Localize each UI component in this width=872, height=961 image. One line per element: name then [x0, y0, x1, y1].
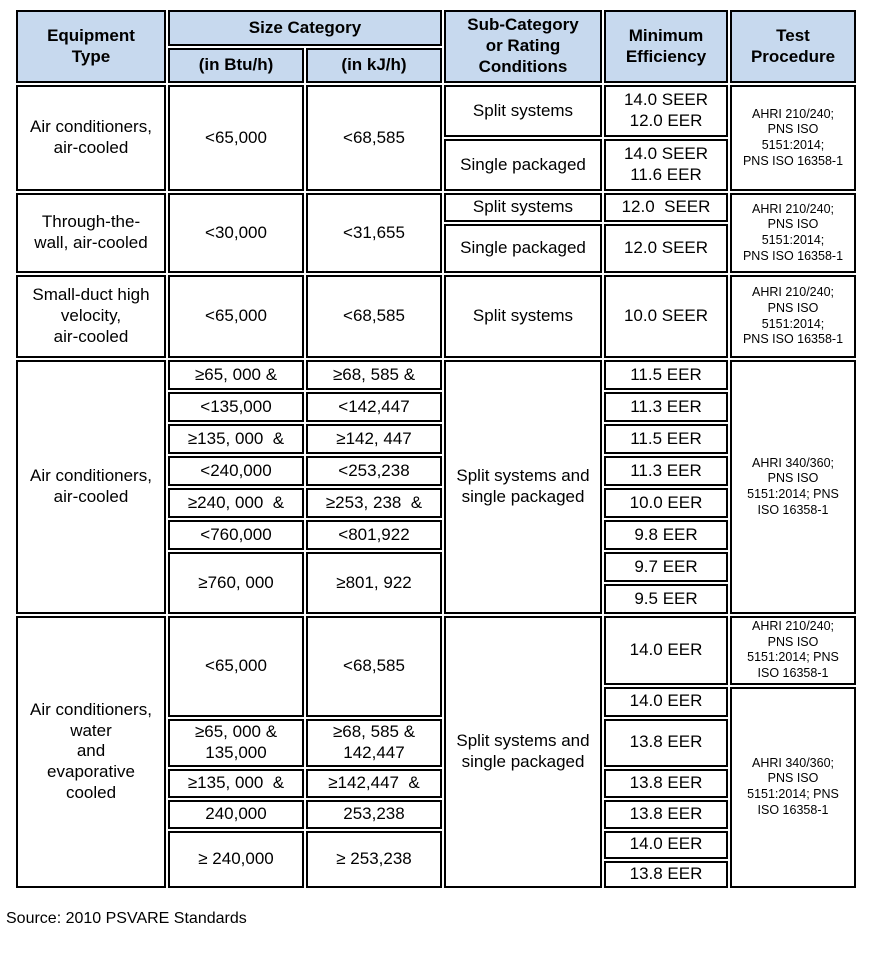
col-header-test-procedure: Test Procedure	[730, 10, 856, 83]
table-row: Air conditioners, air-cooled <65,000 <68…	[16, 85, 856, 191]
cell-size-kj: ≥142,447 &	[306, 768, 442, 798]
table-row: <135,000 <142,447 11.3 EER	[16, 392, 856, 422]
cell-size-btu: ≥135, 000 &	[168, 424, 304, 454]
cell-min-efficiency: 10.0 EER	[604, 488, 728, 518]
cell-min-efficiency: 9.8 EER	[604, 520, 728, 550]
cell-equipment-type: Air conditioners, water and evaporative …	[16, 616, 166, 888]
cell-min-efficiency: 14.0 EER	[604, 686, 728, 717]
table-row: ≥760, 000 ≥801, 922 9.7 EER	[16, 552, 856, 614]
cell-size-kj: ≥68, 585 &	[306, 360, 442, 390]
cell-test-procedure: AHRI 210/240; PNS ISO 5151:2014; PNS ISO…	[730, 193, 856, 273]
cell-size-btu: <760,000	[168, 520, 304, 550]
cell-min-efficiency: 9.7 EER	[604, 552, 728, 582]
table-row: Small-duct high velocity, air-cooled <65…	[16, 275, 856, 358]
cell-equipment-type: Small-duct high velocity, air-cooled	[16, 275, 166, 358]
col-header-btu: (in Btu/h)	[168, 48, 304, 83]
cell-size-kj: <801,922	[306, 520, 442, 550]
cell-equipment-type: Air conditioners, air-cooled	[16, 360, 166, 614]
table-row: 240,000 253,238 13.8 EER	[16, 799, 856, 829]
table-row: <240,000 <253,238 11.3 EER	[16, 456, 856, 486]
source-note: Source: 2010 PSVARE Standards	[6, 909, 247, 927]
cell-size-btu: <30,000	[168, 193, 304, 273]
cell-test-procedure: AHRI 340/360; PNS ISO 5151:2014; PNS ISO…	[730, 360, 856, 614]
table-row: 14.0 EER AHRI 340/360; PNS ISO 5151:2014…	[16, 686, 856, 888]
cell-size-kj: ≥801, 922	[306, 552, 442, 614]
cell-subcategory: Split systems and single packaged	[444, 616, 602, 888]
cell-equipment-type: Air conditioners, air-cooled	[16, 85, 166, 191]
efficiency-standards-table: Equipment Type Size Category Sub-Categor…	[14, 8, 858, 890]
cell-test-procedure: AHRI 210/240; PNS ISO 5151:2014; PNS ISO…	[730, 85, 856, 191]
cell-size-kj: ≥142, 447	[306, 424, 442, 454]
cell-equipment-type: Through-the- wall, air-cooled	[16, 193, 166, 273]
cell-test-procedure: AHRI 210/240; PNS ISO 5151:2014; PNS ISO…	[730, 275, 856, 358]
cell-subcategory: Single packaged	[444, 139, 602, 191]
table-header: Equipment Type Size Category Sub-Categor…	[16, 10, 856, 83]
cell-size-kj: 253,238	[306, 799, 442, 829]
table-row: ≥65, 000 & 135,000 ≥68, 585 & 142,447 13…	[16, 718, 856, 767]
cell-size-btu: <65,000	[168, 85, 304, 191]
cell-min-efficiency: 11.3 EER	[604, 392, 728, 422]
cell-min-efficiency: 9.5 EER	[604, 584, 728, 614]
table-row: ≥135, 000 & ≥142, 447 11.5 EER	[16, 424, 856, 454]
cell-size-btu: 240,000	[168, 799, 304, 829]
cell-size-kj: <68,585	[306, 616, 442, 717]
table-row: ≥ 240,000 ≥ 253,238 14.0 EER	[16, 830, 856, 888]
table-row: Through-the- wall, air-cooled <30,000 <3…	[16, 193, 856, 273]
table-row: <760,000 <801,922 9.8 EER	[16, 520, 856, 550]
cell-min-efficiency: 13.8 EER	[604, 799, 728, 829]
cell-subcategory: Split systems	[444, 193, 602, 222]
col-header-equipment-type: Equipment Type	[16, 10, 166, 83]
table-row: 9.5 EER	[16, 584, 856, 614]
table-row: 13.8 EER	[16, 860, 856, 888]
cell-min-efficiency: 13.8 EER	[604, 718, 728, 767]
cell-test-procedure: AHRI 210/240; PNS ISO 5151:2014; PNS ISO…	[730, 616, 856, 685]
cell-size-kj: <68,585	[306, 275, 442, 358]
cell-subcategory: Single packaged	[444, 224, 602, 273]
cell-size-btu: <135,000	[168, 392, 304, 422]
cell-size-kj: <68,585	[306, 85, 442, 191]
col-header-minimum-efficiency: Minimum Efficiency	[604, 10, 728, 83]
cell-size-kj: ≥ 253,238	[306, 830, 442, 888]
cell-size-btu: <65,000	[168, 616, 304, 717]
cell-size-btu: ≥ 240,000	[168, 830, 304, 888]
cell-size-btu: ≥65, 000 & 135,000	[168, 718, 304, 767]
cell-subcategory: Split systems	[444, 275, 602, 358]
cell-size-btu: ≥760, 000	[168, 552, 304, 614]
cell-size-btu: <240,000	[168, 456, 304, 486]
cell-min-efficiency: 11.5 EER	[604, 424, 728, 454]
cell-min-efficiency: 13.8 EER	[604, 768, 728, 798]
cell-size-btu: ≥240, 000 &	[168, 488, 304, 518]
table-row: Air conditioners, water and evaporative …	[16, 616, 856, 888]
cell-size-btu: ≥65, 000 &	[168, 360, 304, 390]
cell-min-efficiency: 13.8 EER	[604, 860, 728, 888]
cell-min-efficiency: 12.0 SEER	[604, 193, 728, 222]
table-row: Single packaged 12.0 SEER	[16, 224, 856, 273]
cell-min-efficiency: 14.0 SEER 11.6 EER	[604, 139, 728, 191]
cell-subcategory: Split systems and single packaged	[444, 360, 602, 614]
cell-size-kj: <31,655	[306, 193, 442, 273]
cell-min-efficiency: 12.0 SEER	[604, 224, 728, 273]
col-header-sub-category: Sub-Category or Rating Conditions	[444, 10, 602, 83]
cell-min-efficiency: 11.5 EER	[604, 360, 728, 390]
cell-size-kj: <253,238	[306, 456, 442, 486]
cell-size-kj: ≥68, 585 & 142,447	[306, 718, 442, 767]
cell-min-efficiency: 10.0 SEER	[604, 275, 728, 358]
cell-size-kj: ≥253, 238 &	[306, 488, 442, 518]
col-header-size-category: Size Category	[168, 10, 442, 46]
table-row: Single packaged 14.0 SEER 11.6 EER	[16, 139, 856, 191]
table-row: ≥240, 000 & ≥253, 238 & 10.0 EER	[16, 488, 856, 518]
cell-size-kj: <142,447	[306, 392, 442, 422]
cell-subcategory: Split systems	[444, 85, 602, 137]
cell-min-efficiency: 11.3 EER	[604, 456, 728, 486]
cell-min-efficiency: 14.0 EER	[604, 830, 728, 859]
table-row: Air conditioners, air-cooled ≥65, 000 & …	[16, 360, 856, 614]
table-row: ≥135, 000 & ≥142,447 & 13.8 EER	[16, 768, 856, 798]
cell-min-efficiency: 14.0 SEER 12.0 EER	[604, 85, 728, 137]
cell-size-btu: ≥135, 000 &	[168, 768, 304, 798]
cell-size-btu: <65,000	[168, 275, 304, 358]
cell-test-procedure: AHRI 340/360; PNS ISO 5151:2014; PNS ISO…	[730, 686, 856, 888]
cell-min-efficiency: 14.0 EER	[604, 616, 728, 685]
col-header-kj: (in kJ/h)	[306, 48, 442, 83]
